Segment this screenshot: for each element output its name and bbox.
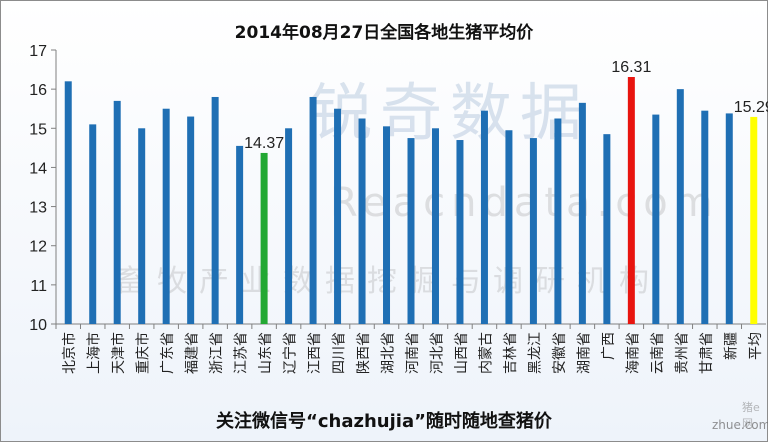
x-tick-label: 新疆 — [723, 332, 739, 360]
x-tick-label: 海南省 — [625, 332, 641, 374]
x-tick-label: 北京市 — [61, 332, 78, 374]
x-tick-label: 广东省 — [160, 332, 176, 374]
bar — [162, 108, 170, 324]
bar — [64, 81, 72, 324]
watermark-corner-small: 猪e网 — [742, 401, 760, 430]
x-tick-label: 江西省 — [307, 332, 323, 374]
bar — [383, 126, 391, 324]
bar — [211, 96, 219, 324]
bars-layer — [64, 77, 758, 325]
labels-layer: 14.37 16.31 15.29 — [244, 59, 768, 152]
y-tick-label: 10 — [29, 317, 47, 334]
data-label: 16.31 — [611, 59, 651, 76]
x-tick-label: 河南省 — [405, 332, 421, 374]
bar — [603, 134, 611, 324]
x-tick-label: 山西省 — [454, 332, 470, 374]
watermark-url: Reacndata.com — [330, 180, 719, 226]
x-tick-label: 湖北省 — [381, 332, 397, 374]
x-tick-label: 天津市 — [110, 332, 127, 374]
data-label: 15.29 — [734, 99, 768, 116]
bar — [334, 108, 342, 324]
y-tick-label: 11 — [30, 278, 47, 295]
bar — [701, 110, 709, 325]
x-tick-label: 浙江省 — [209, 332, 225, 374]
data-label: 14.37 — [244, 135, 284, 152]
bar — [285, 128, 293, 324]
x-tick-label: 甘肃省 — [699, 332, 715, 374]
y-tick-label: 17 — [29, 43, 47, 60]
chart-title: 2014年08月27日全国各地生猪平均价 — [234, 23, 534, 43]
bar — [113, 100, 121, 324]
x-tick-label: 重庆市 — [135, 332, 152, 374]
y-tick-label: 16 — [29, 82, 47, 99]
x-tick-label: 安徽省 — [552, 332, 568, 374]
bar — [725, 113, 733, 324]
x-tick-label: 四川省 — [332, 332, 348, 374]
x-tick-label: 湖南省 — [576, 332, 592, 374]
bar — [676, 89, 684, 325]
bar — [260, 152, 268, 324]
x-tick-label: 吉林省 — [503, 332, 519, 374]
bar — [89, 124, 97, 324]
footer-text: 关注微信号“chazhujia”随时随地查猪价 — [216, 411, 552, 432]
bar — [554, 118, 562, 324]
x-tick-label: 平均 — [748, 332, 764, 360]
bar — [750, 116, 758, 324]
x-tick-label: 山东省 — [258, 332, 274, 374]
x-tick-label: 贵州省 — [674, 332, 690, 374]
watermark-brand: 锐奇数据 — [310, 76, 591, 149]
bar — [358, 118, 366, 324]
x-tick-label: 内蒙古 — [478, 332, 494, 374]
bar — [236, 145, 244, 324]
x-tick-label: 江苏省 — [234, 332, 250, 374]
bar — [480, 110, 488, 325]
x-tick-label: 上海市 — [86, 332, 103, 374]
bar — [138, 128, 146, 324]
x-tick-label: 云南省 — [650, 332, 666, 374]
x-tick-label: 广西 — [601, 332, 617, 360]
bar — [529, 138, 537, 324]
bar — [652, 114, 660, 324]
y-tick-label: 13 — [29, 200, 47, 217]
bar — [187, 116, 195, 325]
y-tick-label: 14 — [29, 160, 47, 177]
x-tick-label: 黑龙江 — [527, 332, 543, 374]
x-tick-label: 河北省 — [429, 332, 445, 374]
x-tick-label: 陕西省 — [356, 332, 372, 374]
y-tick-label: 12 — [29, 239, 47, 256]
x-tick-label: 辽宁省 — [282, 332, 299, 374]
watermark-corner: zhue.com.cn — [712, 418, 768, 432]
y-tick-label: 15 — [29, 121, 47, 138]
bar — [431, 128, 439, 324]
bar — [505, 130, 513, 324]
bar — [627, 77, 635, 324]
bar — [309, 96, 317, 324]
x-tick-label: 福建省 — [185, 332, 201, 374]
bar — [578, 102, 586, 324]
bar — [456, 140, 464, 324]
bar — [407, 138, 415, 324]
